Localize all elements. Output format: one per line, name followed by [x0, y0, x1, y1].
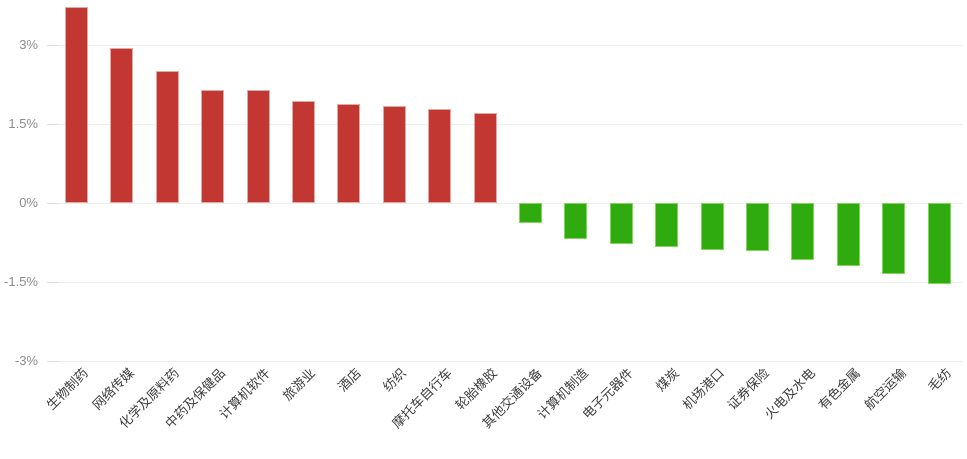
x-axis-label: 毛纺 [925, 365, 955, 395]
bar[interactable] [882, 203, 906, 274]
y-axis-tick [47, 282, 58, 283]
gridline [55, 282, 963, 283]
bar[interactable] [927, 203, 951, 284]
y-axis-tick [47, 203, 58, 204]
gridline [55, 45, 963, 46]
gridline [55, 203, 963, 204]
y-axis-label: 0% [19, 195, 38, 210]
bar[interactable] [473, 112, 497, 203]
gridline [55, 124, 963, 125]
bar[interactable] [700, 203, 724, 250]
x-axis-label: 生物制药 [44, 365, 92, 413]
y-axis-tick [47, 124, 58, 125]
bar[interactable] [609, 203, 633, 244]
bar[interactable] [246, 89, 270, 203]
y-axis-label: 3% [19, 37, 38, 52]
bar[interactable] [655, 203, 679, 247]
x-axis-label: 航空运输 [861, 365, 909, 413]
y-axis-label: 1.5% [8, 116, 38, 131]
bar[interactable] [791, 203, 815, 260]
bar[interactable] [428, 108, 452, 203]
x-axis-label: 机场港口 [679, 365, 728, 413]
bar[interactable] [746, 203, 769, 251]
y-axis-label: -3% [14, 353, 38, 368]
x-axis-label: 旅游业 [280, 365, 319, 404]
y-axis-tick [47, 361, 58, 362]
bar[interactable] [836, 203, 860, 266]
gridline [55, 361, 963, 362]
x-axis-label: 酒店 [334, 365, 364, 395]
bar[interactable] [519, 203, 542, 223]
bar[interactable] [382, 105, 406, 203]
x-axis-label: 有色金属 [815, 365, 864, 413]
y-axis-tick [47, 45, 58, 46]
x-axis-label: 煤炭 [652, 365, 682, 395]
bar[interactable] [110, 48, 134, 204]
bar[interactable] [564, 203, 588, 239]
y-axis-label: -1.5% [4, 274, 38, 289]
bar[interactable] [201, 89, 225, 203]
x-axis-label: 纺织 [380, 365, 410, 395]
bar[interactable] [292, 100, 315, 203]
bar[interactable] [337, 103, 361, 203]
bar[interactable] [65, 7, 88, 204]
bar[interactable] [155, 71, 179, 204]
